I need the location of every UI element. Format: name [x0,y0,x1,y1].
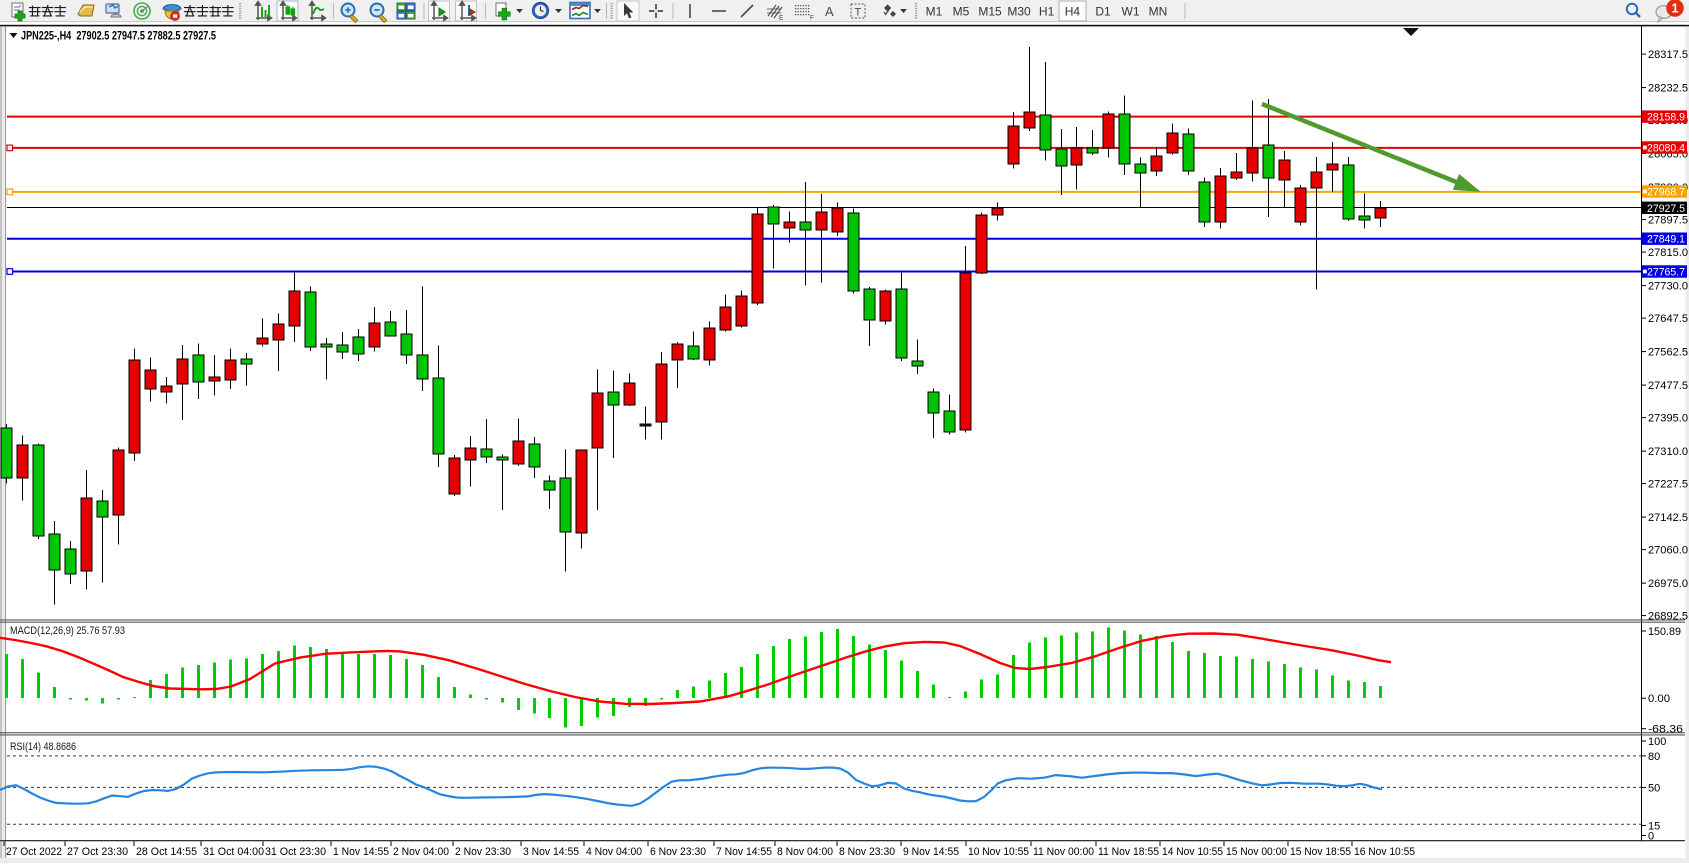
svg-text:7 Nov 14:55: 7 Nov 14:55 [716,846,772,858]
svg-text:27 Oct 23:30: 27 Oct 23:30 [67,846,128,858]
svg-text:27927.5: 27927.5 [1647,203,1685,215]
svg-text:27310.0: 27310.0 [1648,446,1688,458]
svg-text:8 Nov 23:30: 8 Nov 23:30 [839,846,895,858]
svg-text:0.00: 0.00 [1648,693,1670,705]
svg-text:MACD(12,26,9) 25.76 57.93: MACD(12,26,9) 25.76 57.93 [10,625,125,637]
svg-text:-68.36: -68.36 [1648,724,1683,736]
svg-text:T: T [855,7,862,19]
svg-text:27477.5: 27477.5 [1648,380,1688,392]
svg-text:1: 1 [1672,2,1679,16]
svg-text:10 Nov 10:55: 10 Nov 10:55 [968,846,1029,858]
svg-text:26975.0: 26975.0 [1648,578,1688,590]
svg-text:28232.5: 28232.5 [1648,83,1688,95]
svg-text:27 Oct 2022: 27 Oct 2022 [6,846,62,858]
svg-text:A: A [825,4,834,19]
svg-text:11 Nov 00:00: 11 Nov 00:00 [1033,846,1094,858]
svg-text:W1: W1 [1122,5,1140,19]
svg-text:27815.0: 27815.0 [1648,247,1688,259]
svg-text:F: F [810,15,814,22]
svg-text:28158.9: 28158.9 [1647,112,1685,124]
svg-text:27897.5: 27897.5 [1648,215,1688,227]
svg-text:0: 0 [1648,831,1654,843]
svg-text:M1: M1 [926,5,943,19]
svg-text:27968.7: 27968.7 [1647,187,1685,199]
svg-text:14 Nov 10:55: 14 Nov 10:55 [1162,846,1223,858]
svg-text:1 Nov 14:55: 1 Nov 14:55 [333,846,389,858]
svg-text:27562.5: 27562.5 [1648,347,1688,359]
svg-text:28317.5: 28317.5 [1648,49,1688,61]
svg-text:16 Nov 10:55: 16 Nov 10:55 [1354,846,1415,858]
svg-text:15 Nov 18:55: 15 Nov 18:55 [1290,846,1351,858]
svg-text:27849.1: 27849.1 [1647,234,1685,246]
svg-text:9 Nov 14:55: 9 Nov 14:55 [903,846,959,858]
svg-text:M15: M15 [978,5,1002,19]
svg-text:8 Nov 04:00: 8 Nov 04:00 [777,846,833,858]
svg-text:H4: H4 [1065,5,1081,19]
svg-text:150.89: 150.89 [1648,626,1681,638]
svg-text:3 Nov 14:55: 3 Nov 14:55 [523,846,579,858]
svg-text:80: 80 [1648,751,1660,763]
svg-text:27730.0: 27730.0 [1648,281,1688,293]
svg-text:RSI(14) 48.8686: RSI(14) 48.8686 [10,741,76,753]
svg-text:26892.5: 26892.5 [1648,611,1688,623]
svg-text:6 Nov 23:30: 6 Nov 23:30 [650,846,706,858]
svg-text:JPN225-,H4 27902.5 27947.5 27: JPN225-,H4 27902.5 27947.5 27882.5 27927… [21,31,216,43]
svg-text:15 Nov 00:00: 15 Nov 00:00 [1226,846,1287,858]
svg-text:31 Oct 04:00: 31 Oct 04:00 [203,846,264,858]
svg-text:31 Oct 23:30: 31 Oct 23:30 [265,846,326,858]
svg-text:M30: M30 [1007,5,1031,19]
svg-text:2 Nov 23:30: 2 Nov 23:30 [455,846,511,858]
svg-text:27647.5: 27647.5 [1648,313,1688,325]
svg-text:H1: H1 [1039,5,1055,19]
svg-text:27142.5: 27142.5 [1648,512,1688,524]
svg-text:27060.0: 27060.0 [1648,545,1688,557]
svg-text:28 Oct 14:55: 28 Oct 14:55 [136,846,197,858]
svg-text:M5: M5 [953,5,970,19]
svg-text:100: 100 [1648,736,1666,748]
svg-text:D1: D1 [1095,5,1111,19]
svg-text:MN: MN [1149,5,1168,19]
svg-text:50: 50 [1648,782,1660,794]
svg-text:27227.5: 27227.5 [1648,479,1688,491]
svg-text:4 Nov 04:00: 4 Nov 04:00 [586,846,642,858]
svg-text:11 Nov 18:55: 11 Nov 18:55 [1098,846,1159,858]
svg-text:27765.7: 27765.7 [1647,267,1685,279]
svg-text:E: E [779,15,784,22]
svg-text:28080.4: 28080.4 [1647,143,1685,155]
svg-text:27395.0: 27395.0 [1648,413,1688,425]
svg-text:2 Nov 04:00: 2 Nov 04:00 [393,846,449,858]
